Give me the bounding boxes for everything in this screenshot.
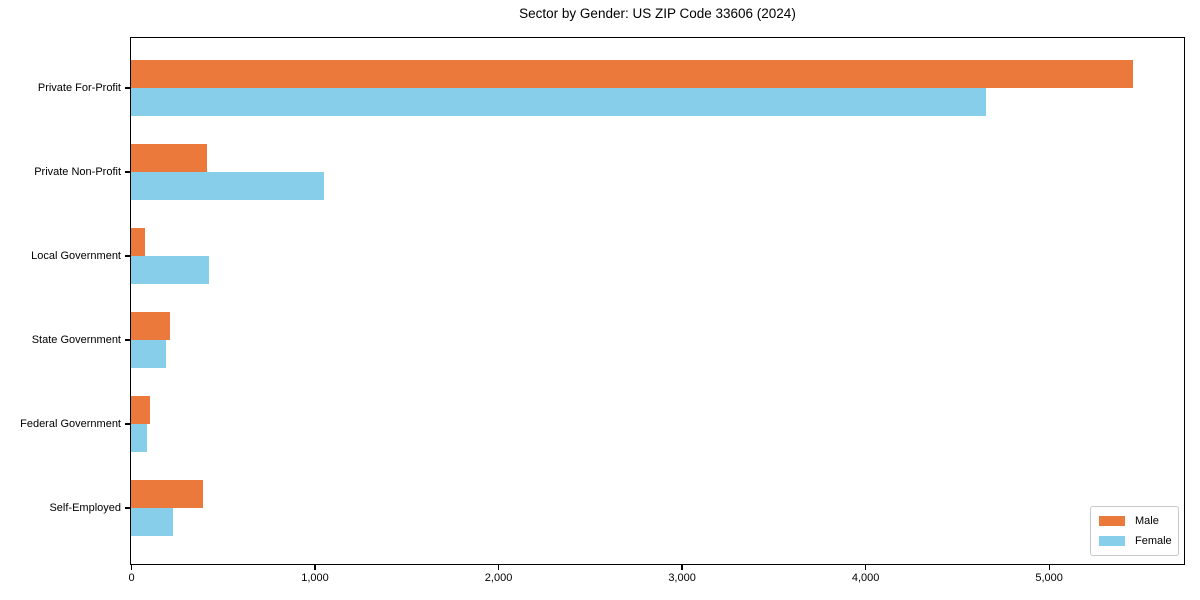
bar-self-employed-female bbox=[131, 507, 173, 536]
x-tick-3000 bbox=[681, 565, 683, 570]
y-axis-category-label-federal-government: Federal Government bbox=[20, 418, 121, 430]
x-tick-2000 bbox=[497, 565, 500, 570]
x-tick-label-1000: 1,000 bbox=[301, 572, 329, 584]
y-tick-local-government bbox=[125, 255, 130, 257]
y-tick-private-non-profit bbox=[125, 171, 130, 173]
legend-item-female: Female bbox=[1099, 535, 1172, 547]
x-tick-0 bbox=[130, 565, 133, 570]
legend-item-male: Male bbox=[1099, 515, 1172, 527]
y-tick-self-employed bbox=[125, 507, 130, 509]
y-axis-category-label-local-government: Local Government bbox=[31, 250, 121, 262]
y-axis-category-label-private-for-profit: Private For-Profit bbox=[37, 82, 121, 94]
x-tick-4000 bbox=[865, 565, 867, 570]
bar-federal-government-male bbox=[131, 395, 151, 424]
y-tick-private-for-profit bbox=[125, 87, 130, 89]
x-tick-1000 bbox=[314, 565, 316, 570]
plot-area bbox=[130, 37, 1185, 565]
y-tick-federal-government bbox=[125, 423, 130, 425]
bar-local-government-female bbox=[131, 255, 210, 284]
y-axis-category-label-state-government: State Government bbox=[31, 334, 121, 346]
bar-local-government-male bbox=[131, 227, 145, 256]
x-tick-label-4000: 4,000 bbox=[851, 572, 880, 584]
bar-private-non-profit-male bbox=[131, 143, 207, 172]
bar-private-for-profit-male bbox=[131, 59, 1133, 88]
x-tick-label-2000: 2,000 bbox=[484, 572, 513, 584]
x-tick-label-3000: 3,000 bbox=[668, 572, 696, 584]
x-tick-label-0: 0 bbox=[128, 572, 135, 584]
bar-private-non-profit-female bbox=[131, 171, 324, 200]
chart-title: Sector by Gender: US ZIP Code 33606 (202… bbox=[519, 6, 796, 21]
legend-swatch-female bbox=[1099, 536, 1125, 546]
x-tick-5000 bbox=[1048, 565, 1050, 570]
legend-swatch-male bbox=[1099, 516, 1125, 526]
y-axis-category-label-self-employed: Self-Employed bbox=[49, 502, 121, 514]
y-axis-category-label-private-non-profit: Private Non-Profit bbox=[34, 166, 121, 178]
legend: Male Female bbox=[1090, 506, 1179, 556]
bar-state-government-male bbox=[131, 311, 170, 340]
x-tick-label-5000: 5,000 bbox=[1035, 572, 1063, 584]
bar-federal-government-female bbox=[131, 423, 147, 452]
bar-state-government-female bbox=[131, 339, 167, 368]
y-tick-state-government bbox=[125, 339, 130, 341]
legend-label-male: Male bbox=[1135, 515, 1159, 527]
legend-label-female: Female bbox=[1135, 535, 1172, 547]
bar-self-employed-male bbox=[131, 479, 203, 508]
bar-private-for-profit-female bbox=[131, 87, 987, 116]
